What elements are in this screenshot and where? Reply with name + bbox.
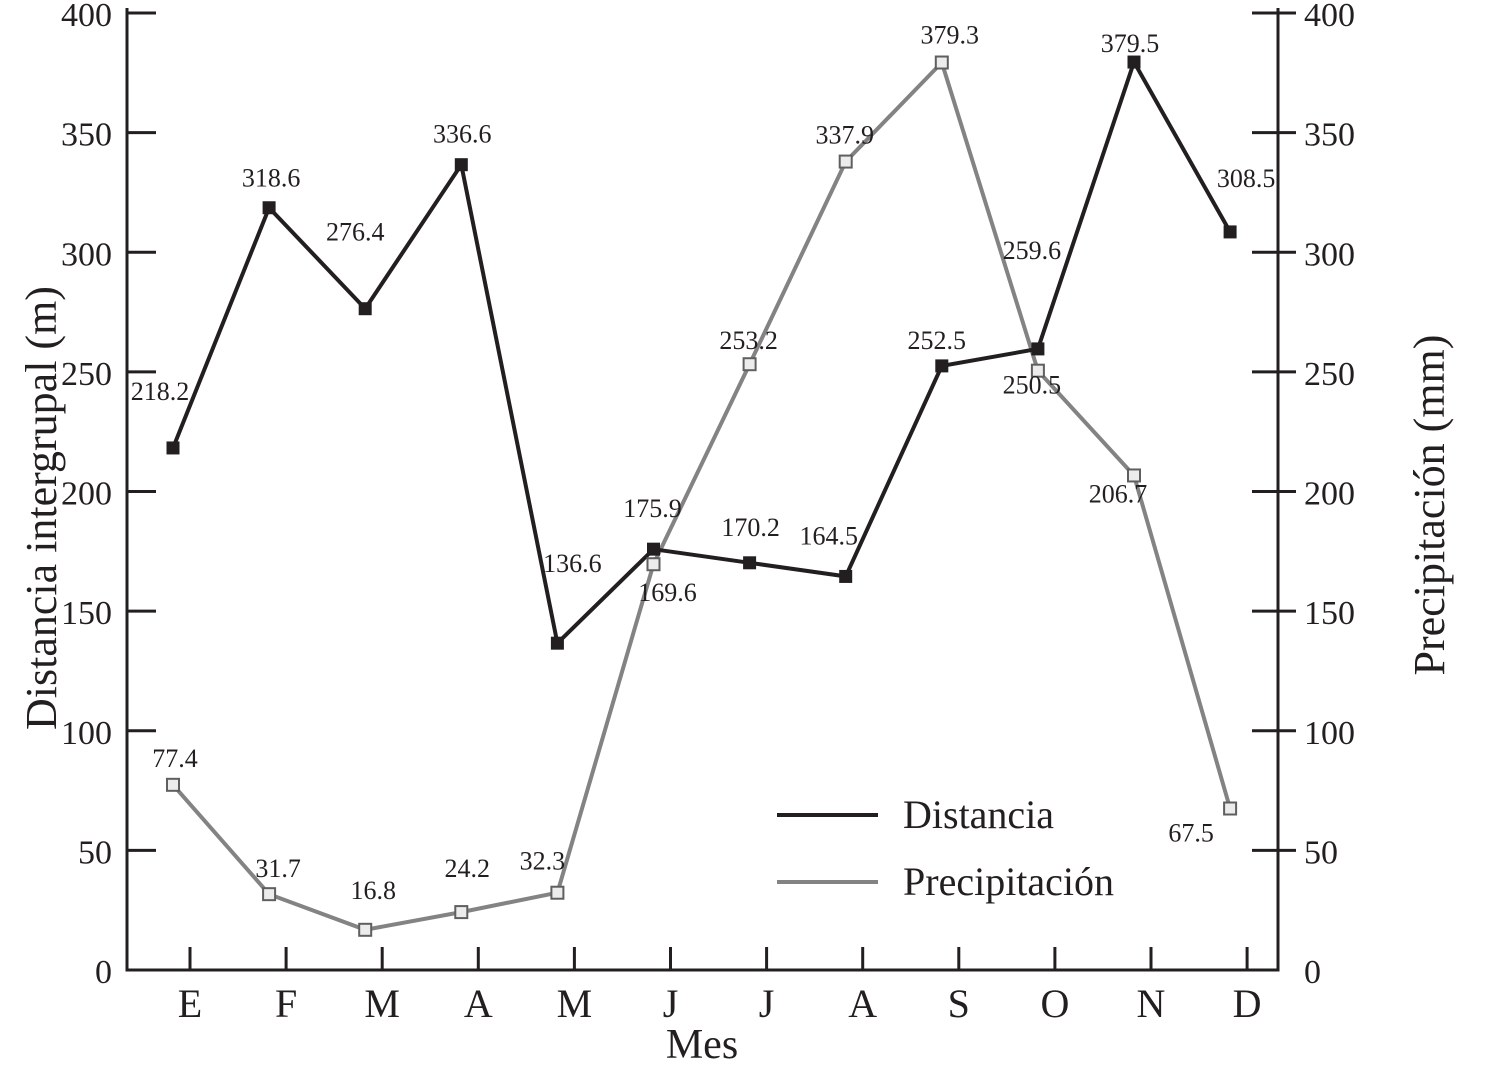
right-axis-title: Precipitación (mm) [1405, 335, 1454, 676]
precipitacion-marker [1030, 363, 1045, 378]
precipitacion-marker [838, 154, 853, 169]
left-axis-tick-label: 250 [61, 356, 112, 393]
distancia-point-label: 164.5 [799, 521, 858, 550]
distancia-point-label: 336.6 [433, 120, 492, 149]
axis-frame [125, 8, 1280, 972]
left-axis-tick-label: 300 [61, 236, 112, 273]
distancia-point-label: 252.5 [908, 326, 967, 355]
precipitacion-marker [934, 55, 949, 70]
x-axis-tick-label: J [663, 981, 679, 1026]
left-axis-title: Distancia intergrupal (m) [17, 286, 66, 730]
x-axis-tick-label: M [557, 981, 593, 1026]
x-axis-tick-label: E [178, 981, 202, 1026]
distancia-marker [839, 569, 853, 583]
distancia-marker [358, 302, 372, 316]
distancia-marker [1031, 342, 1045, 356]
right-axis-tick-label: 150 [1304, 595, 1355, 632]
precipitacion-point-label: 16.8 [350, 876, 396, 905]
precipitacion-marker [454, 905, 469, 920]
left-axis-tick-label: 0 [95, 954, 112, 991]
x-axis-tick-label: A [464, 981, 493, 1026]
distancia-marker [1223, 225, 1237, 239]
left-axis-tick-label: 150 [61, 595, 112, 632]
x-axis-tick-label: N [1137, 981, 1166, 1026]
x-axis-tick-label: A [848, 981, 877, 1026]
x-axis-tick-label: M [364, 981, 400, 1026]
distancia-marker [550, 636, 564, 650]
right-axis-tick-label: 200 [1304, 476, 1355, 513]
precipitacion-point-label: 77.4 [152, 744, 198, 773]
precipitacion-point-label: 206.7 [1089, 479, 1148, 508]
distancia-point-label: 318.6 [242, 164, 301, 193]
distancia-point-label: 276.4 [326, 218, 385, 247]
precipitacion-marker [166, 777, 180, 792]
x-axis-tick-label: D [1233, 981, 1262, 1026]
precipitacion-point-label: 250.5 [1003, 371, 1062, 400]
precipitacion-line [171, 58, 1233, 932]
distancia-point-label: 259.6 [1003, 236, 1062, 265]
distancia-marker [1127, 55, 1141, 69]
distancia-point-label: 218.2 [131, 377, 190, 406]
left-axis-tick-label: 50 [78, 834, 112, 871]
precipitacion-point-label: 337.9 [815, 121, 874, 150]
distancia-line [171, 57, 1232, 648]
right-axis-tick-label: 350 [1304, 117, 1355, 154]
distancia-marker [935, 359, 949, 373]
right-axis-tick-label: 300 [1304, 236, 1355, 273]
precipitacion-point-label: 253.2 [719, 326, 778, 355]
right-axis-tick-label: 400 [1304, 0, 1355, 34]
legend-precipitacion-label: Precipitación [903, 859, 1114, 904]
left-axis-tick-label: 400 [61, 0, 112, 34]
plot-area: 0 0 50 50 100 100 150 150 200 200 250 250 300 300 350 3… [61, 0, 1355, 1026]
x-axis-title: Mes [666, 1022, 738, 1068]
right-axis-tick-label: 250 [1304, 356, 1355, 393]
distancia-point-label: 170.2 [721, 513, 780, 542]
distancia-point-label: 379.5 [1101, 29, 1160, 58]
right-axis-tick-label: 100 [1304, 715, 1355, 752]
x-axis-tick-label: J [759, 981, 775, 1026]
left-axis-tick-label: 100 [61, 715, 112, 752]
precipitacion-point-label: 31.7 [255, 854, 301, 883]
precipitacion-marker [550, 885, 565, 900]
x-axis-tick-label: O [1040, 981, 1069, 1026]
precipitacion-marker [1127, 468, 1141, 483]
precipitacion-point-label: 67.5 [1168, 819, 1214, 848]
legend-distancia-label: Distancia [903, 792, 1054, 837]
left-axis-tick-label: 200 [61, 476, 112, 513]
legend: Distancia Precipitación [777, 792, 1114, 904]
distancia-marker [647, 542, 660, 556]
right-axis-tick-label: 0 [1304, 954, 1321, 991]
precipitacion-marker [742, 357, 757, 372]
precipitacion-point-label: 379.3 [921, 21, 980, 50]
precipitacion-point-label: 32.3 [520, 847, 566, 876]
x-axis-tick-label: F [275, 981, 297, 1026]
distancia-marker [454, 158, 468, 172]
distancia-point-label: 175.9 [623, 494, 682, 523]
distancia-marker [166, 441, 180, 455]
precipitacion-marker [1223, 801, 1238, 816]
precipitacion-marker [358, 922, 373, 937]
distancia-marker [743, 556, 757, 570]
left-axis-tick-label: 350 [61, 117, 112, 154]
precipitacion-point-label: 24.2 [445, 854, 491, 883]
precipitacion-marker [262, 887, 277, 902]
distancia-point-label: 308.5 [1217, 164, 1276, 193]
right-axis-tick-label: 50 [1304, 834, 1338, 871]
x-axis-tick-label: S [948, 981, 970, 1026]
distancia-point-label: 136.6 [543, 549, 602, 578]
precipitacion-point-label: 169.6 [638, 578, 697, 607]
precipitacion-marker [646, 557, 661, 572]
distancia-marker [262, 201, 276, 215]
